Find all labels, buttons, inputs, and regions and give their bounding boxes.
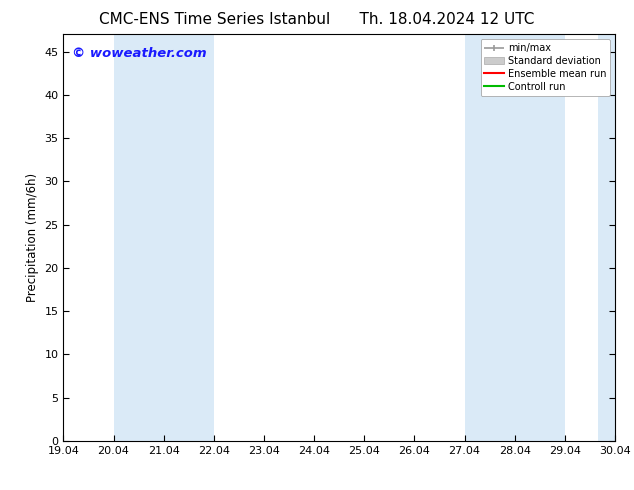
Bar	[113, 34, 214, 441]
Text: © woweather.com: © woweather.com	[72, 47, 206, 59]
Bar	[598, 34, 615, 441]
Text: CMC-ENS Time Series Istanbul      Th. 18.04.2024 12 UTC: CMC-ENS Time Series Istanbul Th. 18.04.2…	[100, 12, 534, 27]
Legend: min/max, Standard deviation, Ensemble mean run, Controll run: min/max, Standard deviation, Ensemble me…	[481, 39, 610, 96]
Y-axis label: Precipitation (mm/6h): Precipitation (mm/6h)	[26, 173, 39, 302]
Bar	[465, 34, 565, 441]
